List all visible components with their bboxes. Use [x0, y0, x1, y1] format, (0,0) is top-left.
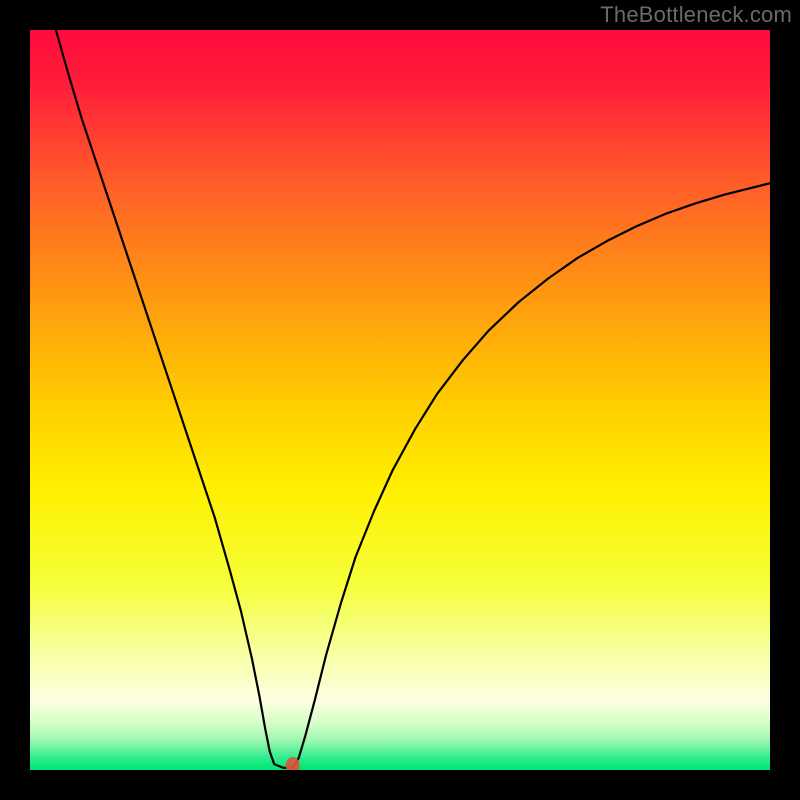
- watermark-text: TheBottleneck.com: [600, 2, 792, 28]
- chart-background-gradient: [30, 30, 770, 770]
- bottleneck-chart: [0, 0, 800, 800]
